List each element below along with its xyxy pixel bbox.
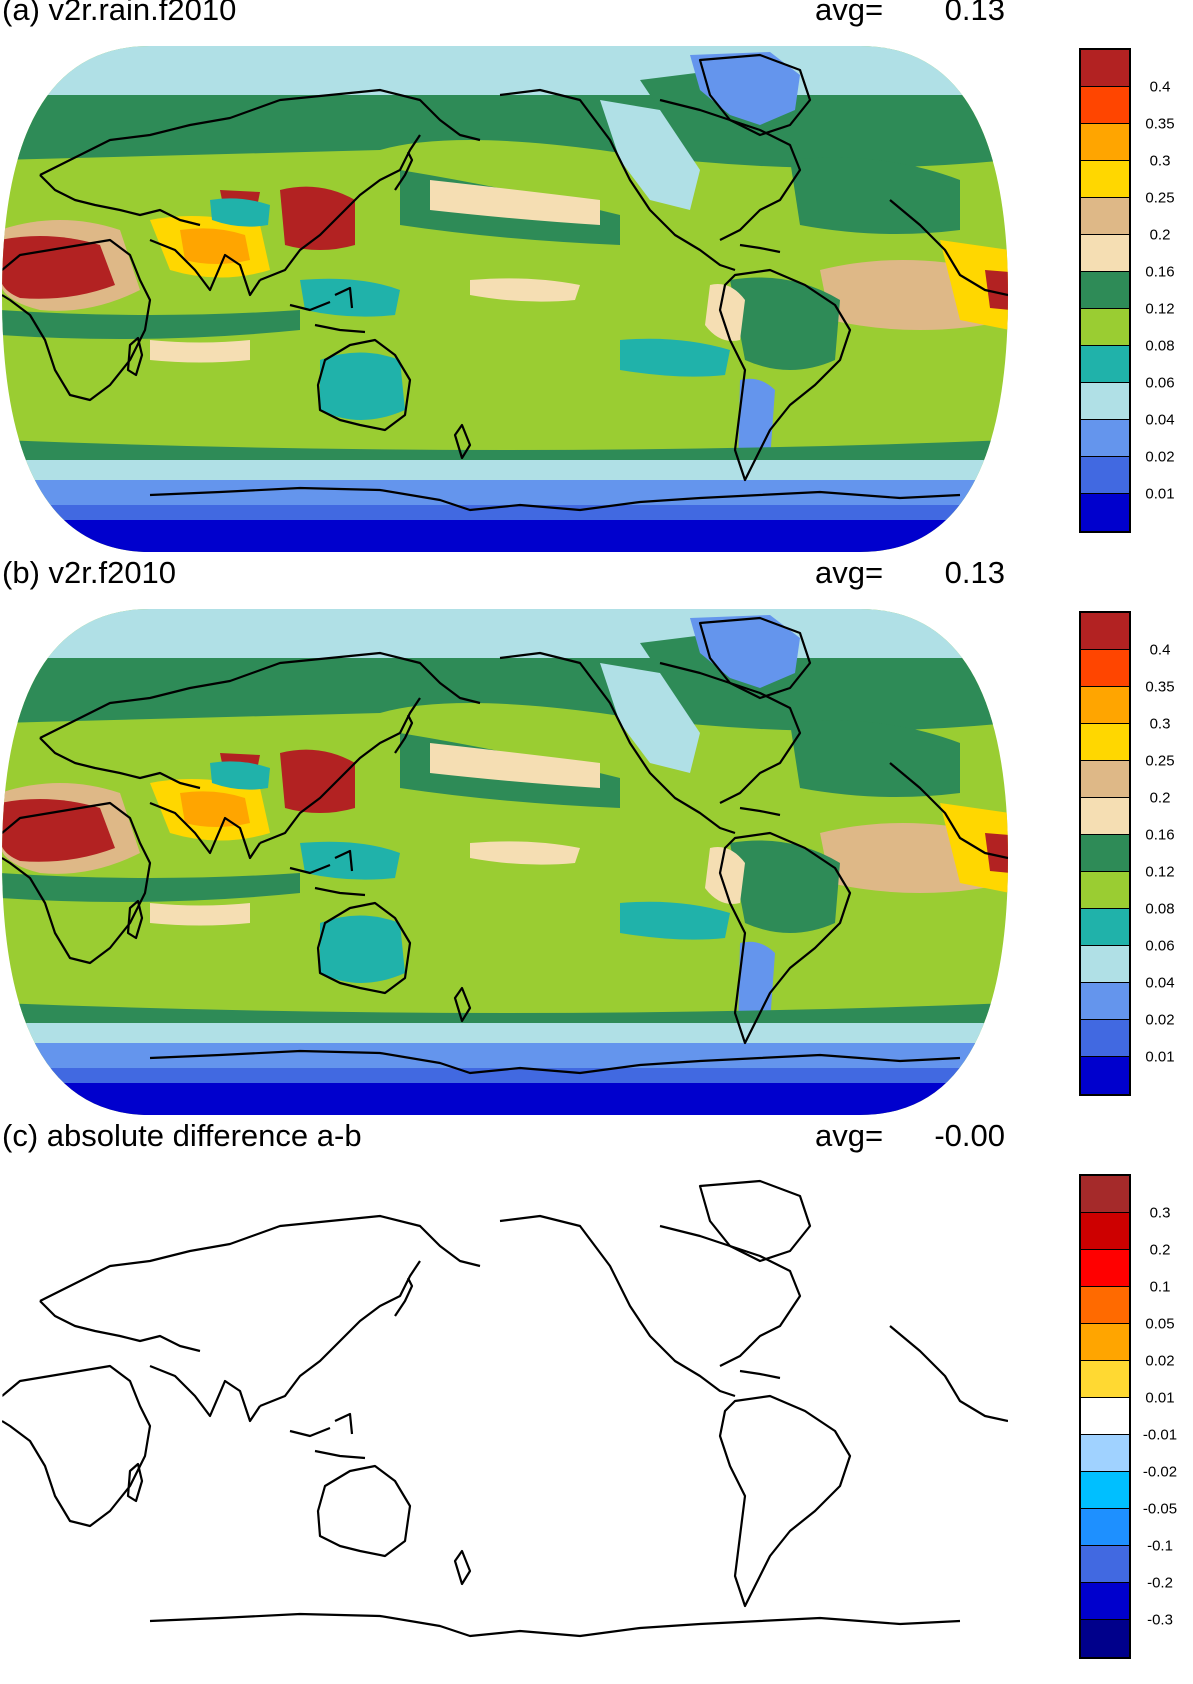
avg-label: avg= [815, 555, 884, 590]
colorbar-swatch [1081, 50, 1129, 87]
colorbar-tick-label: 0.01 [1145, 1389, 1175, 1407]
colorbar-swatch [1081, 235, 1129, 272]
colorbar-box [1079, 48, 1131, 533]
colorbar-tick-label: 0.16 [1145, 826, 1175, 844]
colorbar-swatch [1081, 1250, 1129, 1287]
colorbar-tick-label: -0.1 [1147, 1537, 1173, 1555]
colorbar-swatch [1081, 613, 1129, 650]
colorbar-tick-label: 0.02 [1145, 1352, 1175, 1370]
colorbar-swatch [1081, 1213, 1129, 1250]
colorbar-swatch [1081, 1324, 1129, 1361]
difference-map [0, 1166, 1010, 1684]
colorbar-swatch [1081, 161, 1129, 198]
colorbar-tick-label: 0.05 [1145, 1315, 1175, 1333]
colorbar-tick-label: 0.3 [1149, 1204, 1171, 1222]
colorbar-swatch [1081, 798, 1129, 835]
colorbar-tick-label: 0.2 [1149, 789, 1171, 807]
colorbar-swatch [1081, 761, 1129, 798]
colorbar-swatch [1081, 724, 1129, 761]
avg-label: avg= [815, 0, 884, 27]
colorbar-tick-label: 0.4 [1149, 78, 1171, 96]
colorbar-swatch [1081, 1435, 1129, 1472]
colorbar-swatch [1081, 346, 1129, 383]
colorbar-tick-label: 0.2 [1149, 226, 1171, 244]
colorbar-swatch [1081, 946, 1129, 983]
colorbar-tick-label: 0.25 [1145, 189, 1175, 207]
colorbar-swatch [1081, 1398, 1129, 1435]
colorbar-swatch [1081, 1176, 1129, 1213]
colorbar-swatch [1081, 383, 1129, 420]
panel-title: (b) v2r.f2010 [2, 555, 177, 590]
colorbar-swatch [1081, 1509, 1129, 1546]
colorbar-tick-label: 0.04 [1145, 974, 1175, 992]
colorbar-tick-label: -0.01 [1142, 1426, 1178, 1444]
colorbar-box [1079, 1174, 1131, 1659]
colorbar-tick-label: 0.01 [1145, 1048, 1175, 1066]
colorbar-tick-label: 0.35 [1145, 115, 1175, 133]
precip-map [0, 603, 1010, 1121]
colorbar-tick-label: 0.35 [1145, 678, 1175, 696]
panel-title: (a) v2r.rain.f2010 [2, 0, 237, 27]
colorbar-tick-label: -0.2 [1147, 1574, 1173, 1592]
colorbar-tick-label: -0.02 [1142, 1463, 1178, 1481]
colorbar-swatch [1081, 87, 1129, 124]
colorbar-swatch [1081, 1287, 1129, 1324]
colorbar-tick-label: 0.02 [1145, 1011, 1175, 1029]
colorbar-swatch [1081, 687, 1129, 724]
colorbar-tick-label: 0.1 [1149, 1278, 1171, 1296]
colorbar-tick-label: 0.06 [1145, 937, 1175, 955]
colorbar-tick-label: 0.08 [1145, 900, 1175, 918]
colorbar-swatch [1081, 650, 1129, 687]
colorbar-tick-label: 0.16 [1145, 263, 1175, 281]
precip-map [0, 40, 1010, 558]
colorbar-tick-label: 0.08 [1145, 337, 1175, 355]
colorbar-tick-label: 0.12 [1145, 300, 1175, 318]
colorbar-tick-label: 0.01 [1145, 485, 1175, 503]
colorbar-swatch [1081, 1620, 1129, 1657]
colorbar-swatch [1081, 1020, 1129, 1057]
colorbar-tick-label: 0.06 [1145, 374, 1175, 392]
colorbar-swatch [1081, 124, 1129, 161]
colorbar-box [1079, 611, 1131, 1096]
colorbar-swatch [1081, 272, 1129, 309]
colorbar-swatch [1081, 1472, 1129, 1509]
colorbar-swatch [1081, 309, 1129, 346]
avg-value: 0.13 [944, 0, 1005, 27]
colorbar-swatch [1081, 1546, 1129, 1583]
colorbar-tick-label: 0.25 [1145, 752, 1175, 770]
colorbar-tick-label: 0.2 [1149, 1241, 1171, 1259]
colorbar-swatch [1081, 872, 1129, 909]
colorbar-swatch [1081, 1057, 1129, 1094]
avg-value: 0.13 [944, 555, 1005, 590]
colorbar-swatch [1081, 983, 1129, 1020]
colorbar-tick-label: 0.3 [1149, 152, 1171, 170]
colorbar-swatch [1081, 909, 1129, 946]
avg-label: avg= [815, 1118, 884, 1153]
colorbar-tick-label: -0.3 [1147, 1611, 1173, 1629]
colorbar-swatch [1081, 835, 1129, 872]
colorbar-tick-label: 0.02 [1145, 448, 1175, 466]
colorbar-swatch [1081, 1583, 1129, 1620]
colorbar-tick-label: 0.4 [1149, 641, 1171, 659]
avg-value: -0.00 [934, 1118, 1005, 1153]
colorbar-swatch [1081, 198, 1129, 235]
colorbar-swatch [1081, 494, 1129, 531]
colorbar-tick-label: 0.12 [1145, 863, 1175, 881]
colorbar-tick-label: 0.04 [1145, 411, 1175, 429]
colorbar-swatch [1081, 420, 1129, 457]
colorbar-swatch [1081, 1361, 1129, 1398]
colorbar-tick-label: -0.05 [1142, 1500, 1178, 1518]
colorbar-swatch [1081, 457, 1129, 494]
panel-title: (c) absolute difference a-b [2, 1118, 362, 1153]
colorbar-tick-label: 0.3 [1149, 715, 1171, 733]
